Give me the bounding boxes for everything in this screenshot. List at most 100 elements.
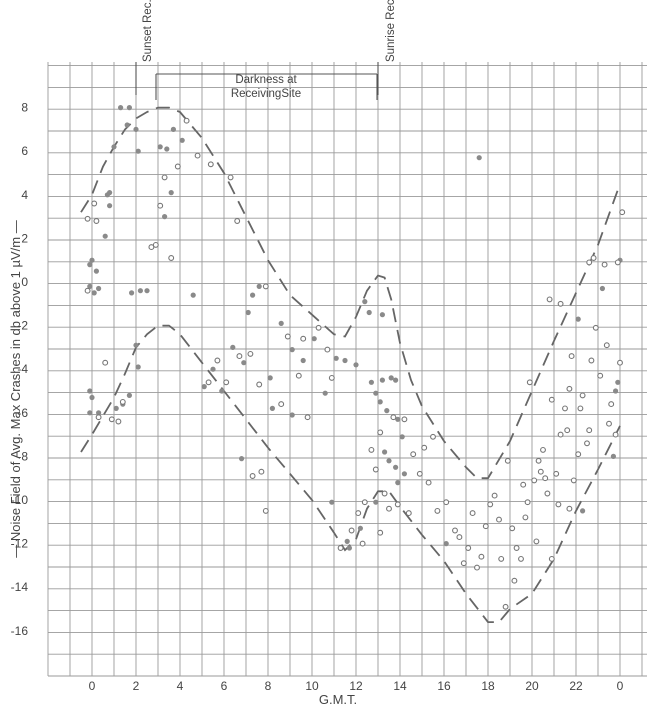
y-tick-label: 2 (21, 231, 28, 245)
data-point-filled (613, 388, 619, 394)
data-point-filled (443, 541, 449, 547)
data-point-filled (96, 410, 102, 416)
data-point-filled (164, 146, 170, 152)
data-point-filled (615, 379, 621, 385)
data-point-open (456, 534, 463, 541)
data-point-filled (124, 122, 130, 128)
data-point-filled (368, 379, 374, 385)
data-point-filled (278, 320, 284, 326)
data-point-open (603, 342, 610, 349)
data-point-filled (300, 357, 306, 364)
data-point-filled (87, 283, 93, 289)
data-point-open (194, 152, 201, 159)
x-tick-label: 0 (617, 679, 624, 693)
x-tick-label: 22 (569, 679, 583, 693)
data-point-open (548, 396, 555, 403)
data-point-open (579, 392, 586, 399)
data-point-open (586, 427, 593, 434)
y-tick-label: -8 (17, 449, 28, 463)
data-point-open (278, 401, 285, 408)
data-point-open (249, 473, 256, 479)
data-points (84, 105, 626, 610)
data-point-open (300, 335, 307, 342)
data-point-filled (322, 390, 328, 396)
data-point-open (531, 477, 538, 484)
data-point-open (592, 324, 599, 331)
data-point-open (401, 416, 408, 423)
data-point-open (597, 372, 604, 379)
data-point-filled (289, 412, 295, 418)
data-point-open (496, 516, 502, 523)
data-point-open (315, 324, 322, 331)
data-point-filled (111, 144, 117, 150)
data-point-filled (395, 480, 401, 486)
data-point-filled (393, 464, 399, 470)
x-tick-label: 8 (265, 679, 272, 693)
data-point-open (148, 244, 155, 251)
data-point-filled (377, 399, 383, 405)
lower-envelope-curve (80, 324, 621, 623)
x-tick-label: 14 (393, 679, 407, 693)
data-point-open (478, 553, 485, 560)
data-point-open (262, 283, 269, 290)
data-point-filled (342, 357, 348, 364)
data-point-filled (190, 292, 196, 298)
x-tick-label: 18 (481, 679, 495, 693)
data-point-filled (93, 268, 99, 274)
data-point-filled (89, 394, 95, 401)
data-point-open (368, 446, 375, 453)
data-point-open (522, 514, 529, 521)
data-point-open (452, 527, 458, 534)
data-point-open (535, 457, 542, 464)
data-point-filled (401, 471, 407, 477)
data-point-filled (362, 299, 368, 305)
data-point-filled (311, 336, 317, 342)
data-point-filled (162, 214, 168, 220)
data-point-open (443, 499, 450, 506)
data-point-open (390, 414, 397, 421)
data-point-open (614, 259, 621, 266)
data-point-filled (157, 144, 163, 150)
annotations: Sunset Rec.Site Sunrise Rec.Site Darknes… (135, 0, 397, 100)
data-point-open (474, 564, 480, 571)
data-point-open (526, 379, 533, 386)
y-tick-label: -2 (17, 319, 28, 333)
data-point-open (421, 444, 428, 451)
data-point-open (236, 353, 243, 360)
data-point-open (355, 510, 362, 517)
y-tick-label: 8 (21, 101, 28, 115)
data-point-filled (289, 347, 295, 353)
data-point-open (262, 507, 269, 514)
data-point-open (612, 431, 619, 438)
y-tick-labels: 8 6 4 2 0 -2 -4 -6 -8 -10 -12 -14 -16 (11, 101, 29, 638)
data-point-open (115, 418, 122, 425)
x-tick-label: 12 (349, 679, 363, 693)
data-point-open (498, 555, 505, 562)
data-point-filled (610, 453, 617, 459)
data-point-filled (135, 148, 141, 154)
data-point-filled (346, 545, 352, 551)
data-point-open (247, 350, 254, 357)
y-tick-label: -12 (11, 537, 29, 551)
data-point-filled (137, 288, 143, 294)
data-point-open (119, 398, 126, 405)
data-point-open (566, 505, 573, 512)
data-point-open (575, 451, 582, 458)
data-point-open (152, 241, 159, 248)
data-point-filled (107, 190, 113, 196)
data-point-open (328, 374, 335, 381)
data-point-filled (393, 377, 399, 383)
data-point-filled (91, 290, 97, 296)
data-point-open (553, 470, 560, 477)
darkness-label-line1: Darkness at (235, 74, 297, 86)
data-point-open (511, 577, 518, 584)
y-tick-label: -6 (17, 406, 28, 420)
data-point-filled (133, 342, 139, 348)
data-point-filled (87, 388, 93, 394)
data-point-open (348, 527, 355, 534)
data-point-open (542, 475, 549, 482)
data-point-filled (245, 309, 251, 316)
data-point-open (617, 359, 623, 366)
data-point-open (465, 545, 472, 551)
